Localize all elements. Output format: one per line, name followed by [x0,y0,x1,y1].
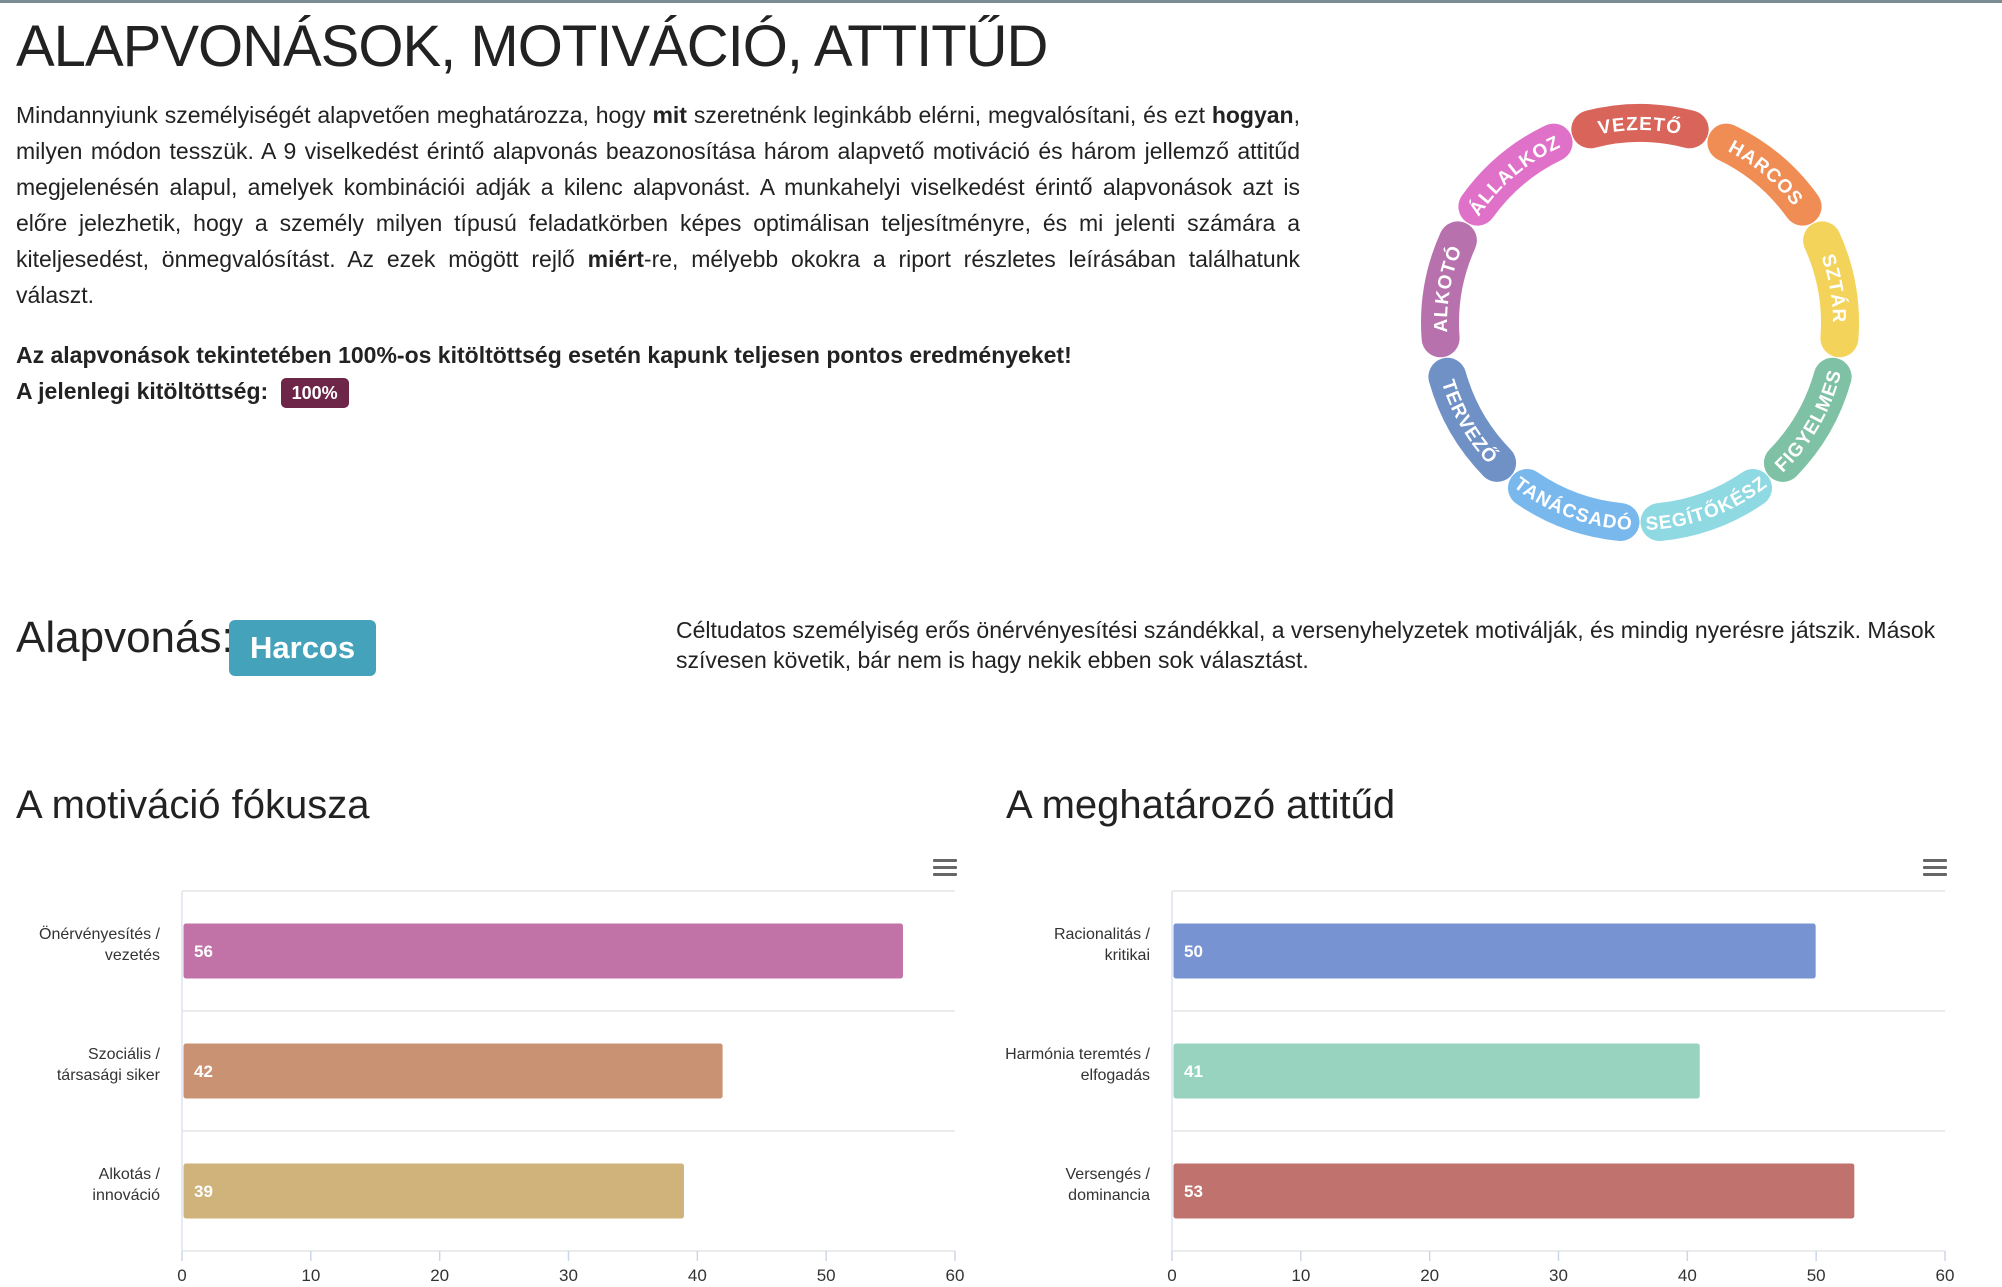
wheel-segment [1508,469,1640,541]
wheel-segment [1458,123,1573,226]
wheel-label: VÁLLALKOZÓ [1390,73,1564,220]
category-label: Önérvényesítés / vezetés [39,925,161,964]
x-tick-label: 0 [177,1266,186,1285]
completion-note: Az alapvonások tekintetében 100%-os kitö… [16,337,1072,409]
category-label: Racionalitás / kritikai [1054,926,1151,964]
wheel-segment [1428,357,1517,482]
x-tick-label: 0 [1167,1266,1176,1285]
intro-bold-hogyan: hogyan [1211,102,1294,128]
category-label: Szociális / társasági siker [57,1046,161,1084]
intro-text-1: Mindannyiunk személyiségét alapvetően me… [16,102,653,128]
bar [182,922,904,980]
data-label: 53 [1184,1182,1203,1201]
bar [182,1162,685,1220]
wheel-segment [1571,104,1709,149]
intro-text-3: , milyen módon tesszük. A 9 viselkedést … [16,102,1300,272]
category-label: Harmónia teremtés / elfogadás [1005,1046,1150,1084]
bar [1172,1042,1701,1100]
x-tick-label: 40 [688,1266,707,1285]
wheel-segment [1421,221,1477,358]
wheel-segment [1803,221,1859,358]
x-tick-label: 10 [1291,1266,1310,1285]
page-title: ALAPVONÁSOK, MOTIVÁCIÓ, ATTITŰD [16,14,1048,79]
bar [1172,1162,1856,1220]
category-label: Alkotás / innováció [92,1166,160,1204]
completion-label: A jelenlegi kitöltöttség: [16,378,269,404]
completion-badge: 100% [280,377,349,408]
x-tick-label: 50 [817,1266,836,1285]
data-label: 41 [1184,1062,1203,1081]
completion-note-line2: A jelenlegi kitöltöttség: 100% [16,373,1072,409]
data-label: 39 [194,1182,213,1201]
bar [1172,922,1817,980]
category-label: Versengés / dominancia [1066,1166,1151,1204]
x-tick-label: 20 [1420,1266,1439,1285]
motivation-chart-menu-icon[interactable] [933,859,957,877]
x-tick-label: 30 [1549,1266,1568,1285]
wheel-segment [1707,123,1822,226]
attitude-chart-title: A meghatározó attitűd [1006,783,1396,827]
intro-bold-miert: miért [587,246,644,272]
motivation-bar-chart: 0 10 20 30 40 50 60 56 Önérvényesítés / vezetés 42… [39,890,965,1285]
x-tick-label: 20 [430,1266,449,1285]
attitude-chart-menu-icon[interactable] [1923,859,1947,877]
data-label: 56 [194,942,213,961]
data-label: 50 [1184,942,1203,961]
x-tick-label: 30 [559,1266,578,1285]
x-tick-label: 40 [1678,1266,1697,1285]
x-tick-label: 50 [1807,1266,1826,1285]
x-tick-label: 60 [946,1266,965,1285]
bar [182,1042,724,1100]
wheel-segment [1640,469,1772,541]
intro-text-4: -re, mélyebb okokra a riport részletes l… [16,246,1300,308]
intro-paragraph: Mindannyiunk személyiségét alapvetően me… [16,97,1300,313]
wheel-segment [1763,357,1852,482]
alapvonas-description: Céltudatos személyiség erős önérvényesít… [676,617,1936,673]
intro-text-2: szeretnénk leginkább elérni, megvalósíta… [686,102,1212,128]
x-tick-label: 60 [1936,1266,1955,1285]
intro-bold-mit: mit [652,102,687,128]
attitude-bar-chart: 0 10 20 30 40 50 60 50 Racionalitás / kritikai 41 H… [1005,890,1955,1285]
alapvonas-wheel: VEZETŐHARCOSSZTÁRFIGYELMESSEGÍTŐKÉSZTANÁ… [1390,73,1859,541]
motivation-chart-title: A motiváció fókusza [16,783,370,827]
x-tick-label: 10 [301,1266,320,1285]
alapvonas-badge: Harcos [229,620,377,676]
completion-note-line1: Az alapvonások tekintetében 100%-os kitö… [16,342,1072,368]
data-label: 42 [194,1062,213,1081]
alapvonas-label: Alapvonás: [16,613,234,662]
